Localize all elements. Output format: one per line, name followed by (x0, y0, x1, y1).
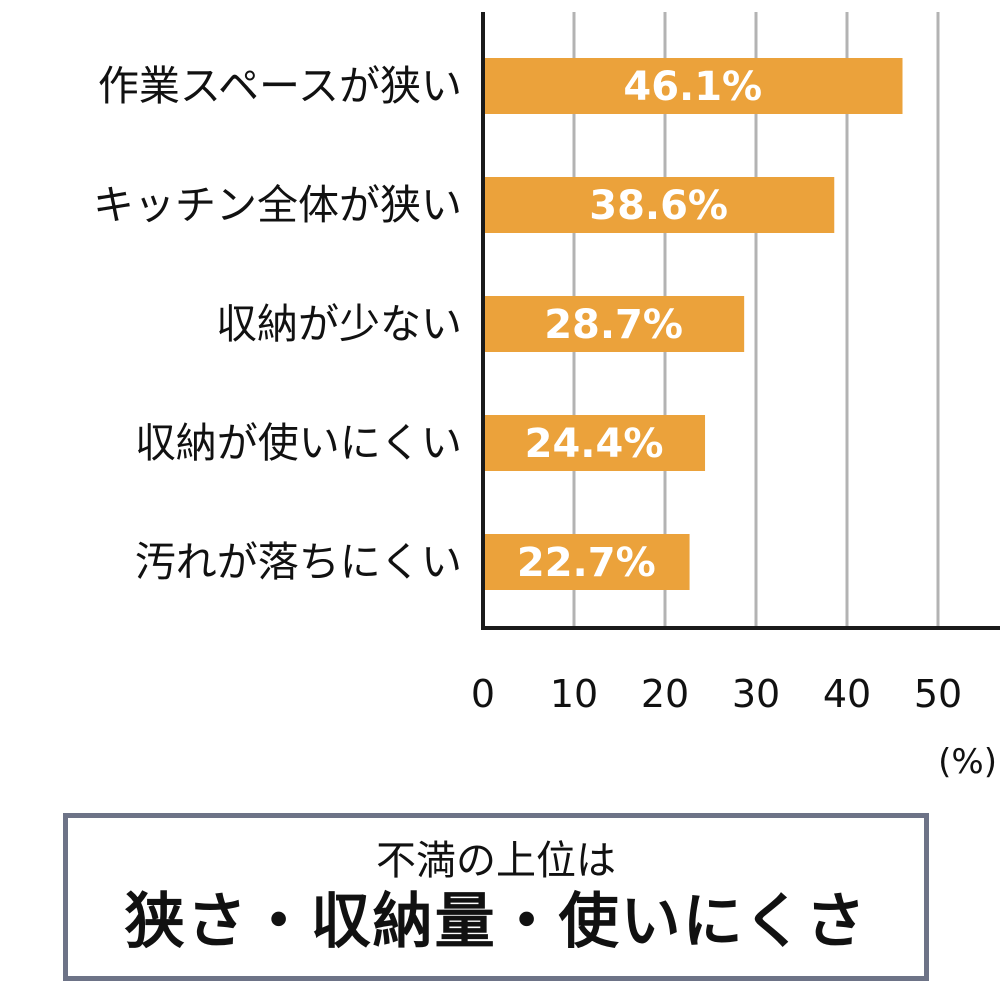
grid-lines (572, 12, 940, 628)
bar-value-label-4: 24.4% (525, 421, 664, 467)
x-tick-label-20: 20 (641, 672, 689, 716)
bar-3 (483, 296, 745, 352)
x-tick-labels: 0 10 20 30 40 50 (471, 672, 962, 716)
category-label-2: キッチン全体が狭い (93, 181, 462, 229)
category-label-5: 汚れが落ちにくい (135, 538, 462, 586)
bar-chart: 46.1% 38.6% 28.7% 24.4% 22.7% 作業スペースが狭いキッチン全… (93, 12, 1000, 782)
bar-value-label-1: 46.1% (623, 64, 762, 110)
x-tick-label-40: 40 (823, 672, 871, 716)
summary-headline: 狭さ・収納量・使いにくさ (124, 887, 868, 957)
summary-subtitle: 不満の上位は (376, 838, 616, 884)
summary-box: 不満の上位は 狭さ・収納量・使いにくさ (63, 813, 929, 981)
bars: 46.1% 38.6% 28.7% 24.4% 22.7% (483, 58, 903, 590)
bar-4 (483, 415, 706, 471)
axes (481, 12, 1000, 630)
bar-value-label-2: 38.6% (589, 183, 728, 229)
x-tick-label-0: 0 (471, 672, 495, 716)
category-label-3: 収納が少ない (216, 300, 462, 348)
x-tick-label-50: 50 (914, 672, 962, 716)
bar-5 (483, 534, 690, 590)
bar-2 (483, 177, 835, 233)
bar-value-label-5: 22.7% (517, 540, 656, 586)
bar-value-label-3: 28.7% (544, 302, 683, 348)
x-tick-label-30: 30 (732, 672, 780, 716)
x-axis-unit-label: (%) (938, 742, 997, 782)
x-tick-label-10: 10 (550, 672, 598, 716)
bar-1 (483, 58, 903, 114)
category-label-1: 作業スペースが狭い (98, 62, 462, 110)
category-label-4: 収納が使いにくい (135, 419, 462, 467)
